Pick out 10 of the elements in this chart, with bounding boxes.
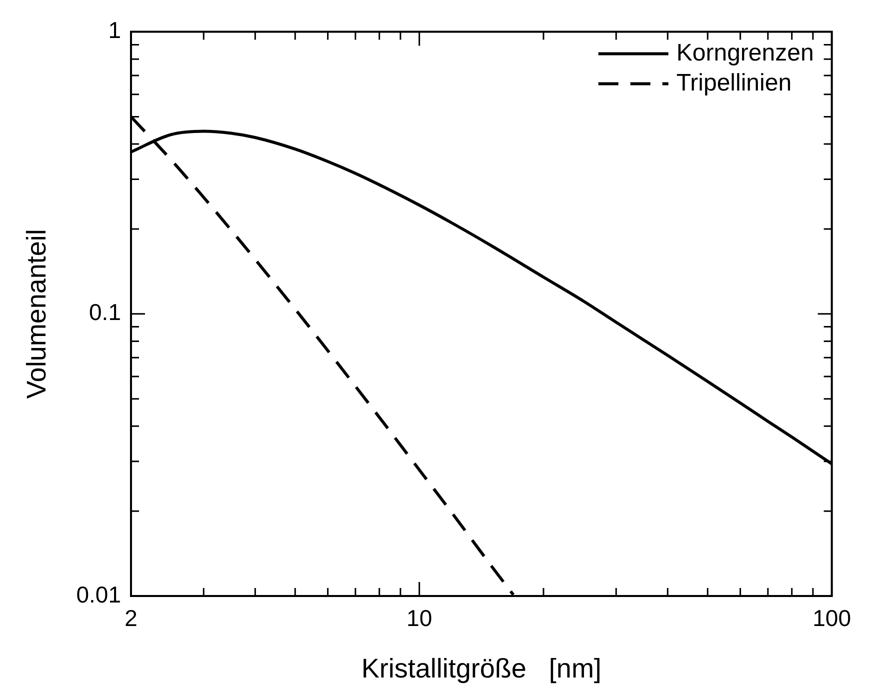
legend-label: Tripellinien — [676, 69, 792, 96]
x-tick-label: 2 — [124, 605, 138, 632]
y-axis-title: Volumenanteil — [22, 229, 52, 399]
x-tick-label: 100 — [812, 605, 851, 632]
y-tick-label: 0.01 — [76, 581, 121, 608]
y-tick-label: 1 — [108, 17, 121, 44]
x-tick-label: 10 — [406, 605, 432, 632]
x-axis-title: Kristallitgröße [nm] — [361, 653, 602, 684]
y-tick-label: 0.1 — [89, 299, 121, 326]
legend-label: Korngrenzen — [676, 39, 814, 66]
